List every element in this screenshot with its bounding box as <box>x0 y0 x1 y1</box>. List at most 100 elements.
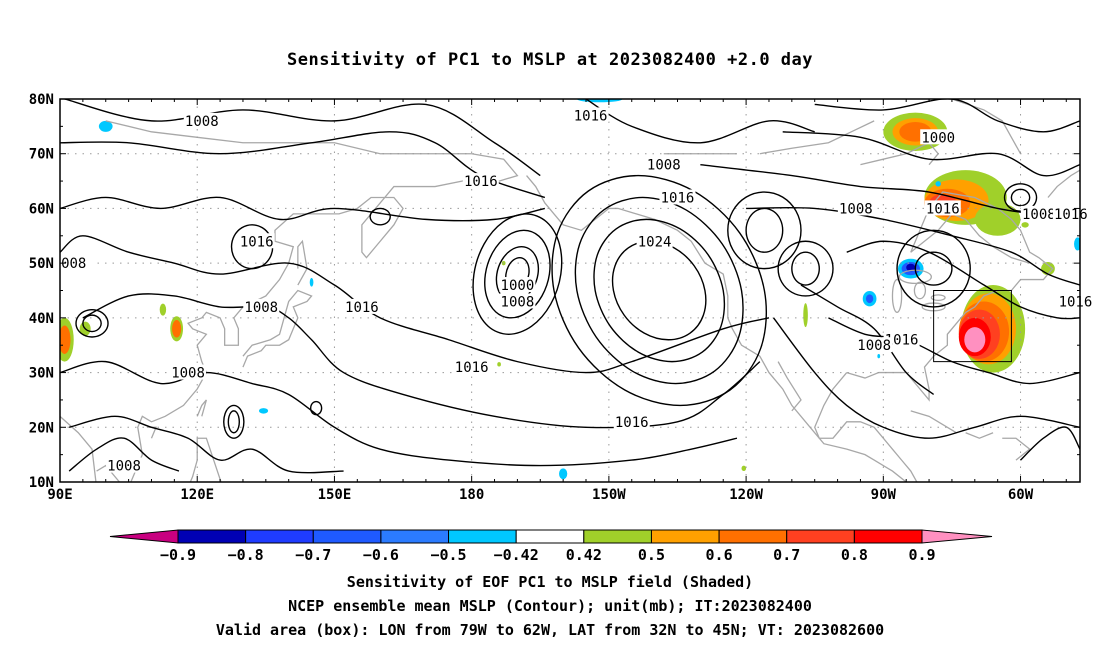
colorbar-tick-label: 0.9 <box>908 546 935 564</box>
longitude-labels: 90E 120E 150E 180 150W 120W 90W 60W <box>47 487 1033 503</box>
isobar <box>60 131 546 199</box>
caption-valid-area: Valid area (box): LON from 79W to 62W, L… <box>215 621 885 639</box>
axis-ticks <box>59 98 1080 483</box>
caption-contour: NCEP ensemble mean MSLP (Contour); unit(… <box>288 597 812 615</box>
lat-label: 40N <box>29 311 54 327</box>
contour-label-background <box>238 233 275 249</box>
lat-label: 70N <box>29 147 54 163</box>
contour-label: 1016 <box>615 415 649 431</box>
contour-label-background <box>883 331 920 347</box>
coastline-segment <box>526 175 907 482</box>
coastline-segment <box>814 372 918 482</box>
contour-label-background <box>462 173 499 189</box>
contour-label-background <box>924 200 961 216</box>
coastline-segment <box>759 120 875 155</box>
coastline-segment <box>146 426 158 439</box>
coastline-segment <box>846 191 1054 402</box>
plot-frame <box>59 98 1081 483</box>
colorbar-segment <box>718 529 788 544</box>
isobar <box>223 404 245 439</box>
isobar <box>746 206 1080 286</box>
contour-label: 1016 <box>1059 294 1093 310</box>
lon-label: 90E <box>47 487 72 503</box>
lake-outline <box>891 278 903 314</box>
colorbar-tick-label: −0.9 <box>160 546 196 564</box>
lat-label: 10N <box>29 475 54 491</box>
contour-label: 1008 <box>107 459 141 475</box>
colorbar-segment <box>853 529 923 544</box>
positive-sensitivity-area <box>803 303 808 328</box>
coastline-segment <box>965 432 994 439</box>
isobar <box>593 218 726 363</box>
lat-label: 50N <box>29 256 54 272</box>
positive-sensitivity-area <box>60 325 71 354</box>
colorbar-segment <box>177 529 247 544</box>
coastline-segment <box>60 415 97 482</box>
isobar <box>1010 188 1031 207</box>
contour-label: 1016 <box>345 300 379 316</box>
isobar <box>82 293 761 429</box>
isobar <box>611 240 707 341</box>
colorbar-tick-label: −0.42 <box>494 546 539 564</box>
contour-label-background <box>856 337 893 353</box>
isobar <box>772 317 1080 439</box>
colorbar-segment <box>786 529 855 544</box>
caption-shading: Sensitivity of EOF PC1 to MSLP field (Sh… <box>346 573 754 591</box>
colorbar-tick-label: −0.7 <box>295 546 331 564</box>
isobar <box>82 314 102 333</box>
colorbar-segment <box>380 529 450 544</box>
isobar <box>68 437 180 472</box>
negative-sensitivity-area <box>906 263 916 272</box>
positive-sensitivity-area <box>172 320 182 338</box>
contour-label: 1008 <box>857 338 891 354</box>
isobar <box>60 196 545 222</box>
isobar <box>791 251 820 286</box>
negative-sensitivity-area <box>935 181 941 187</box>
lat-label: 80N <box>29 92 54 108</box>
contour-label: 1000 <box>501 278 535 294</box>
coastline-segment <box>1047 169 1080 198</box>
contour-label: 1024 <box>638 234 672 250</box>
contour-label: 1008 <box>839 201 873 217</box>
lat-label: 20N <box>29 420 54 436</box>
colorbar-segment <box>650 529 720 544</box>
isobar <box>777 240 834 297</box>
contour-label: 1016 <box>885 333 919 349</box>
colorbar-tick-label: 0.5 <box>638 546 665 564</box>
contour-label-background <box>343 298 380 314</box>
lon-label: 120E <box>180 487 214 503</box>
isobar <box>227 410 241 434</box>
contour-label-background <box>499 277 536 293</box>
positive-sensitivity-area <box>497 362 501 367</box>
colorbar-segment <box>583 529 652 544</box>
negative-sensitivity-area <box>559 468 568 480</box>
colorbar-tick-label: 0.42 <box>566 546 602 564</box>
colorbar-min-arrow <box>109 529 179 544</box>
coastline-segment <box>96 120 519 482</box>
isobar <box>60 235 770 374</box>
isobar <box>309 400 323 416</box>
negative-sensitivity-area <box>865 294 874 304</box>
isobar <box>1020 426 1080 461</box>
contour-label-background <box>659 189 696 205</box>
coastline-segment <box>196 399 207 417</box>
isobar <box>727 191 802 270</box>
contour-label-background <box>55 255 92 271</box>
valid-area-box <box>933 290 1012 363</box>
colorbar-tick-label: 0.6 <box>706 546 733 564</box>
contour-label: 1016 <box>455 360 489 376</box>
contour-label: 1016 <box>661 190 695 206</box>
negative-sensitivity-area <box>309 277 314 287</box>
isobar <box>782 131 1080 177</box>
contour-label-background <box>453 359 490 375</box>
positive-sensitivity-area <box>741 465 747 472</box>
contour-label: 1016 <box>574 108 608 124</box>
isobar <box>68 415 344 474</box>
positive-sensitivity-area <box>1021 222 1029 228</box>
positive-sensitivity-area <box>964 327 986 353</box>
contour-label-background <box>243 298 280 314</box>
isobar <box>484 229 551 319</box>
